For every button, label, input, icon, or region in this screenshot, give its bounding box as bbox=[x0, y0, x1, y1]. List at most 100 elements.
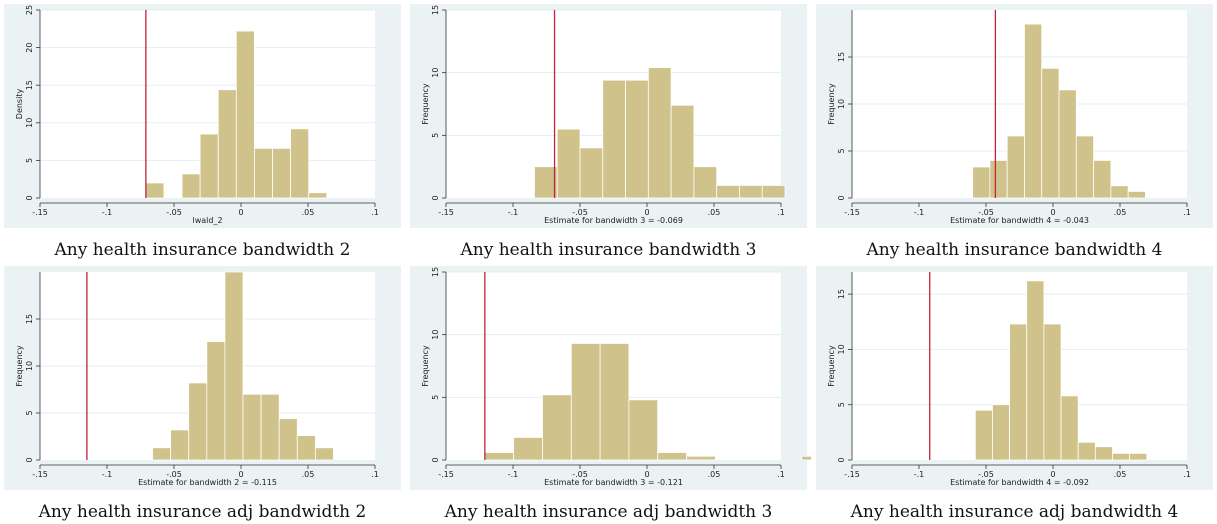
y-tick-label: 15 bbox=[837, 289, 846, 299]
histogram-svg: -.15 -.1 -.05 0 .05 .1 0 5 10 15 Estimate for band… bbox=[410, 4, 807, 228]
histogram-bar bbox=[1058, 89, 1077, 199]
histogram-bar bbox=[686, 455, 716, 461]
x-tick-label: .1 bbox=[371, 208, 379, 217]
x-tick-label: .05 bbox=[1114, 470, 1127, 479]
plot-region: -.15 -.1 -.05 0 .05 .1 0 5 10 15 Estimate for band… bbox=[406, 0, 811, 228]
y-tick-label: 0 bbox=[431, 195, 440, 200]
histogram-svg: -.15 -.1 -.05 0 .05 .1 0 5 10 15 Estimate for band… bbox=[4, 266, 401, 490]
histogram-bar bbox=[206, 341, 226, 461]
x-tick-label: -.15 bbox=[438, 208, 454, 217]
x-tick-label: .05 bbox=[708, 208, 721, 217]
histogram-bar bbox=[1094, 446, 1113, 461]
y-tick-label: 0 bbox=[837, 195, 846, 200]
x-tick-label: .05 bbox=[1114, 208, 1127, 217]
x-axis-label: lwald_2 bbox=[192, 216, 222, 225]
histogram-svg: -.15 -.1 -.05 0 .05 .1 0 5 10 15 Estimate for band… bbox=[816, 266, 1213, 490]
histogram-bar bbox=[308, 192, 328, 199]
x-tick-label: -.15 bbox=[844, 470, 860, 479]
y-tick-label: 0 bbox=[25, 457, 34, 462]
histogram-bar bbox=[1006, 135, 1025, 199]
histogram-bar bbox=[199, 133, 219, 199]
histogram-bar bbox=[628, 399, 659, 461]
y-tick-label: 15 bbox=[25, 314, 34, 324]
y-tick-label: 10 bbox=[837, 99, 846, 109]
y-tick-label: 10 bbox=[25, 361, 34, 371]
panel-caption: Any health insurance bandwidth 3 bbox=[460, 240, 757, 260]
plot-region: -.15 -.1 -.05 0 .05 .1 0 5 10 15 Estimate for band… bbox=[812, 262, 1217, 490]
histogram-bar bbox=[272, 147, 291, 199]
histogram-bar bbox=[542, 394, 572, 461]
histogram-bar bbox=[1043, 323, 1062, 461]
y-tick-label: 15 bbox=[25, 80, 34, 90]
y-tick-label: 5 bbox=[25, 410, 34, 415]
histogram-svg: -.15 -.1 -.05 0 .05 .1 0 5 10 15 20 25 lwald_2 Densit… bbox=[4, 4, 401, 228]
histogram-bar bbox=[534, 166, 558, 199]
x-tick-label: 0 bbox=[644, 470, 649, 479]
panel-caption: Any health insurance adj bandwidth 2 bbox=[38, 502, 367, 522]
y-tick-label: 0 bbox=[837, 457, 846, 462]
histogram-bar bbox=[739, 185, 763, 199]
x-tick-label: -.05 bbox=[978, 208, 994, 217]
y-tick-label: 20 bbox=[25, 43, 34, 53]
y-tick-label: 5 bbox=[25, 158, 34, 163]
histogram-bar bbox=[1077, 441, 1096, 461]
histogram-bar bbox=[570, 343, 601, 461]
histogram-bar bbox=[145, 182, 165, 199]
y-tick-label: 0 bbox=[25, 195, 34, 200]
x-axis-label: Estimate for bandwidth 4 = -0.092 bbox=[950, 478, 1089, 487]
histogram-bar bbox=[625, 79, 649, 199]
x-tick-label: .1 bbox=[1183, 470, 1191, 479]
y-tick-label: 5 bbox=[431, 133, 440, 138]
x-tick-label: 0 bbox=[1050, 208, 1055, 217]
histogram-bar bbox=[647, 67, 672, 199]
histogram-panel: -.15 -.1 -.05 0 .05 .1 0 5 10 15 Estimate for band… bbox=[812, 0, 1217, 262]
y-axis-label: Density bbox=[15, 89, 24, 120]
plot-region: -.15 -.1 -.05 0 .05 .1 0 5 10 15 Estimate for band… bbox=[812, 0, 1217, 228]
histogram-bar bbox=[1110, 185, 1129, 199]
histogram-bar bbox=[290, 128, 310, 199]
histogram-panel: -.15 -.1 -.05 0 .05 .1 0 5 10 15 Estimate for band… bbox=[406, 0, 811, 262]
histogram-bar bbox=[972, 166, 991, 199]
histogram-bar bbox=[314, 447, 334, 461]
y-tick-label: 10 bbox=[25, 118, 34, 128]
y-tick-label: 10 bbox=[837, 344, 846, 354]
x-tick-label: -.05 bbox=[572, 470, 588, 479]
histogram-bar bbox=[152, 447, 172, 461]
histogram-panel: -.15 -.1 -.05 0 .05 .1 0 5 10 15 Estimate for band… bbox=[812, 262, 1217, 524]
histogram-bar bbox=[670, 104, 695, 199]
x-tick-label: -.1 bbox=[102, 208, 113, 217]
y-tick-label: 5 bbox=[431, 395, 440, 400]
x-tick-label: .1 bbox=[1183, 208, 1191, 217]
histogram-panel: -.15 -.1 -.05 0 .05 .1 0 5 10 15 Estimate for band… bbox=[0, 262, 405, 524]
y-tick-label: 0 bbox=[431, 457, 440, 462]
histogram-bar bbox=[1009, 323, 1028, 461]
histogram-bar bbox=[801, 455, 811, 461]
histogram-bar bbox=[1041, 67, 1060, 199]
histogram-svg: -.15 -.1 -.05 0 .05 .1 0 5 10 15 Estimate for band… bbox=[410, 266, 811, 490]
y-tick-label: 10 bbox=[431, 68, 440, 78]
plot-region: -.15 -.1 -.05 0 .05 .1 0 5 10 15 Estimate for band… bbox=[0, 262, 405, 490]
histogram-bar bbox=[181, 173, 201, 199]
x-tick-label: -.05 bbox=[978, 470, 994, 479]
x-tick-label: -.1 bbox=[914, 470, 925, 479]
histogram-bar bbox=[188, 382, 208, 461]
histogram-panel: -.15 -.1 -.05 0 .05 .1 0 5 10 15 20 25 lwald_2 Densit… bbox=[0, 0, 405, 262]
y-axis-label: Frequency bbox=[827, 83, 836, 125]
histogram-bar bbox=[1075, 135, 1095, 199]
histogram-bar bbox=[1026, 280, 1045, 461]
panel-caption: Any health insurance adj bandwidth 4 bbox=[850, 502, 1179, 522]
histogram-bar bbox=[989, 159, 1008, 199]
y-tick-label: 25 bbox=[25, 5, 34, 15]
plot-region: -.15 -.1 -.05 0 .05 .1 0 5 10 15 Estimate for band… bbox=[406, 262, 811, 490]
x-tick-label: -.1 bbox=[508, 208, 519, 217]
histogram-bar bbox=[484, 452, 515, 461]
histogram-bar bbox=[253, 147, 273, 199]
y-tick-label: 15 bbox=[431, 267, 440, 277]
panel-caption: Any health insurance adj bandwidth 3 bbox=[444, 502, 773, 522]
panel-caption: Any health insurance bandwidth 4 bbox=[866, 240, 1163, 260]
histogram-panel: -.15 -.1 -.05 0 .05 .1 0 5 10 15 Estimate for band… bbox=[406, 262, 811, 524]
x-axis-label: Estimate for bandwidth 2 = -0.115 bbox=[138, 478, 277, 487]
histogram-bar bbox=[260, 393, 280, 461]
x-axis-label: Estimate for bandwidth 3 = -0.069 bbox=[544, 216, 683, 225]
